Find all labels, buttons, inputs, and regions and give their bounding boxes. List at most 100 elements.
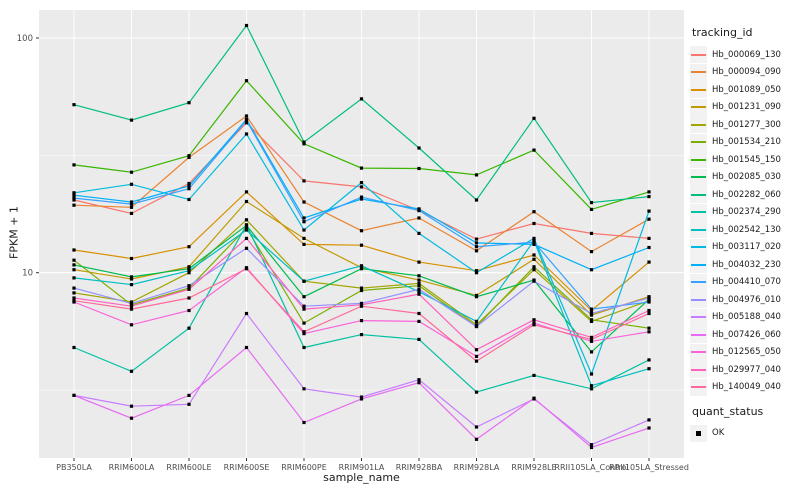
data-point xyxy=(302,140,306,144)
data-point xyxy=(417,166,421,171)
data-point xyxy=(532,240,536,244)
data-point xyxy=(532,279,536,283)
legend-line-swatch-icon xyxy=(691,281,706,283)
data-point xyxy=(647,308,651,313)
data-point xyxy=(474,425,479,429)
data-point xyxy=(417,290,421,294)
data-point xyxy=(187,155,191,159)
data-point xyxy=(187,402,191,406)
data-point xyxy=(129,118,134,122)
data-point xyxy=(359,264,364,268)
data-point xyxy=(417,146,421,150)
data-point xyxy=(647,367,651,371)
tracking-id-legend-items: Hb_000069_130 Hb_000094_090 Hb_001089_05… xyxy=(690,46,798,396)
legend-title-tracking-id: tracking_id xyxy=(692,26,753,39)
data-point xyxy=(244,228,249,232)
data-point xyxy=(589,250,594,254)
data-point xyxy=(474,269,479,273)
data-point xyxy=(589,207,594,211)
x-tick-label: PB350LA xyxy=(56,463,92,472)
data-point xyxy=(129,256,134,261)
legend-item: Hb_001534_210 xyxy=(690,133,798,151)
data-point xyxy=(417,260,421,264)
data-point xyxy=(647,260,651,264)
data-point xyxy=(417,231,421,235)
legend-key xyxy=(690,168,707,186)
data-point xyxy=(72,248,76,252)
data-point xyxy=(359,97,364,101)
legend-title-quant-status: quant_status xyxy=(692,404,764,418)
data-point xyxy=(187,265,191,269)
data-point xyxy=(647,236,651,240)
data-point xyxy=(647,326,651,330)
legend-item: Hb_029977_040 xyxy=(690,361,798,378)
data-point xyxy=(359,267,364,271)
data-point xyxy=(647,190,651,194)
data-point xyxy=(474,173,479,177)
data-point xyxy=(417,216,421,220)
data-point xyxy=(589,350,594,354)
data-point xyxy=(647,217,651,221)
legend-item: Hb_004032_230 xyxy=(690,256,798,273)
data-point xyxy=(302,345,306,350)
legend-key xyxy=(690,361,707,378)
legend-item: Hb_001089_050 xyxy=(690,81,798,98)
data-point xyxy=(532,236,536,240)
data-point xyxy=(647,311,651,316)
legend-line-swatch-icon xyxy=(691,228,706,231)
data-point xyxy=(72,103,76,107)
legend-line-swatch-icon xyxy=(691,141,706,143)
data-point xyxy=(129,404,134,408)
data-point xyxy=(532,396,536,400)
legend-key xyxy=(690,291,707,308)
data-point xyxy=(532,268,536,272)
data-point xyxy=(532,148,536,152)
legend-key xyxy=(690,256,707,273)
legend-item-label: Hb_005188_040 xyxy=(712,312,781,322)
legend-item-label: OK xyxy=(712,428,725,438)
data-point xyxy=(129,205,134,209)
data-point xyxy=(129,277,134,281)
legend-key xyxy=(690,116,707,133)
data-point xyxy=(187,184,191,188)
data-point xyxy=(302,330,306,334)
data-point xyxy=(244,121,249,125)
legend-item-label: Hb_002085_030 xyxy=(712,172,781,182)
legend-item-label: Hb_002282_060 xyxy=(712,189,781,200)
legend-item-label: Hb_001231_090 xyxy=(712,102,781,112)
y-tick-label: 100 xyxy=(17,34,33,44)
data-point xyxy=(647,426,651,430)
legend-item: Hb_002374_290 xyxy=(690,203,798,221)
data-point xyxy=(474,241,479,245)
legend-line-swatch-icon xyxy=(691,246,706,248)
legend-item-label: Hb_012565_050 xyxy=(712,347,781,357)
data-point xyxy=(129,301,134,305)
data-point xyxy=(589,372,594,376)
legend-line-swatch-icon xyxy=(691,193,706,196)
data-point xyxy=(647,245,651,250)
legend-key xyxy=(690,151,707,168)
data-point xyxy=(532,373,536,377)
legend-key xyxy=(690,326,707,343)
data-point xyxy=(532,323,536,327)
data-point xyxy=(532,257,536,261)
data-point xyxy=(359,333,364,337)
data-point xyxy=(72,191,76,195)
data-point xyxy=(474,271,479,275)
data-point xyxy=(244,236,249,240)
quant-status-legend-items: OK xyxy=(690,424,798,442)
data-point xyxy=(129,323,134,327)
data-point xyxy=(302,179,306,183)
data-point xyxy=(244,118,249,123)
data-point xyxy=(647,418,651,422)
data-point xyxy=(359,166,364,170)
data-point xyxy=(589,443,594,447)
data-point xyxy=(302,420,306,425)
legend-item-label: Hb_004032_230 xyxy=(712,259,781,270)
data-point xyxy=(474,324,479,329)
legend-item: Hb_007426_060 xyxy=(690,326,798,343)
legend-item: Hb_003117_020 xyxy=(690,238,798,256)
data-point xyxy=(359,395,364,399)
data-point xyxy=(129,369,134,373)
